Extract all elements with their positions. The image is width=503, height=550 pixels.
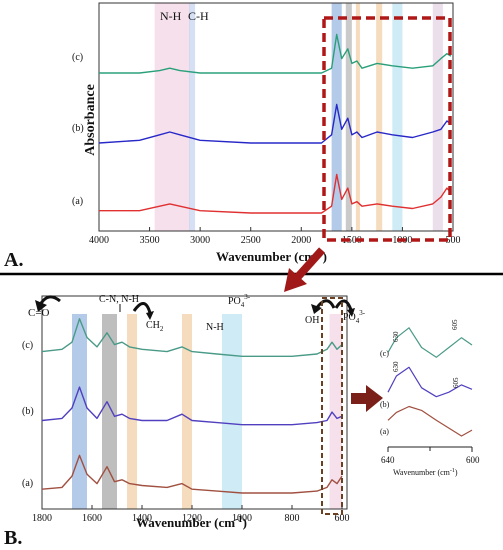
inset-trace-label-b: (b) bbox=[380, 400, 390, 409]
x-tick-label: 4000 bbox=[89, 235, 109, 246]
inset-trace-label-c: (c) bbox=[380, 349, 389, 358]
highlight-band-0 bbox=[72, 314, 87, 509]
panel-b-label: B. bbox=[4, 527, 22, 549]
inset-region-frame bbox=[321, 297, 343, 515]
curved-arrow-ch2 bbox=[132, 302, 152, 314]
inset-x-axis-label: Wavenumber (cm-1) bbox=[393, 468, 458, 477]
x-tick-label: 1500 bbox=[342, 235, 362, 246]
trace-label-c-b: (c) bbox=[22, 340, 33, 351]
x-tick-label: 600 bbox=[335, 513, 350, 524]
inset-series-line-b bbox=[387, 366, 473, 398]
zoom-region-frame bbox=[322, 16, 452, 242]
x-tick-label: 3500 bbox=[140, 235, 160, 246]
y-axis-label: Absorbance bbox=[83, 84, 98, 156]
series-line-c bbox=[41, 318, 343, 357]
x-tick-label: 2000 bbox=[291, 235, 311, 246]
trace-label-a-b: (a) bbox=[22, 478, 33, 489]
inset-chart: 640 600 Wavenumber (cm-1) (c) (b) (a) 63… bbox=[380, 319, 480, 477]
panel-b-frame bbox=[41, 295, 348, 510]
band-label-po4-b: PO43- bbox=[343, 309, 366, 325]
curved-arrow-po4 bbox=[334, 299, 353, 311]
highlight-band-4 bbox=[222, 314, 242, 509]
inset-peak-605-b: 605 bbox=[452, 377, 460, 388]
x-tick-label: 1000 bbox=[232, 513, 252, 524]
x-tick-label: 1600 bbox=[82, 513, 102, 524]
inset-peak-630-c: 630 bbox=[392, 331, 400, 342]
curved-arrows bbox=[38, 295, 353, 314]
trace-label-c: (c) bbox=[72, 52, 83, 63]
band-label-ch2: CH2 bbox=[146, 320, 164, 333]
highlight-band-0 bbox=[154, 3, 191, 231]
panel-a-frame bbox=[98, 2, 454, 232]
band-label-nh-b: N-H bbox=[206, 322, 224, 333]
inset-series-line-c bbox=[387, 327, 473, 358]
series-line-b bbox=[98, 103, 452, 144]
highlight-band-3 bbox=[182, 314, 192, 509]
series-line-b bbox=[41, 386, 343, 426]
x-tick-label: 800 bbox=[285, 513, 300, 524]
inset-peak-630-b: 630 bbox=[392, 361, 400, 372]
inset-xtick-600: 600 bbox=[466, 455, 480, 465]
highlight-band-1 bbox=[189, 3, 196, 231]
band-label-oh: OH bbox=[305, 315, 319, 326]
highlight-band-3 bbox=[345, 3, 352, 231]
zoom-arrow bbox=[284, 247, 325, 292]
inset-peak-605-c: 605 bbox=[451, 319, 459, 330]
band-label-po4: PO43- bbox=[228, 293, 251, 309]
x-tick-label: 1200 bbox=[182, 513, 202, 524]
series-line-a bbox=[99, 173, 452, 214]
panel-a-bands bbox=[154, 3, 443, 231]
trace-label-a: (a) bbox=[72, 196, 83, 207]
band-label-nh: N-H bbox=[160, 9, 182, 23]
trace-label-b-b: (b) bbox=[22, 406, 34, 417]
x-tick-label: 500 bbox=[446, 235, 461, 246]
panel-a-label: A. bbox=[4, 249, 23, 271]
inset-xtick-640: 640 bbox=[381, 455, 395, 465]
highlight-band-6 bbox=[392, 3, 403, 231]
series-line-a bbox=[41, 454, 343, 494]
x-axis-label-b: Wavenumber (cm-1) bbox=[136, 514, 247, 530]
panel-a: 4000 3500 3000 2500 2000 1500 1000 500 N-H C-H … bbox=[4, 2, 461, 271]
highlight-band-5 bbox=[329, 314, 342, 509]
band-label-ch: C-H bbox=[188, 9, 209, 23]
highlight-band-4 bbox=[355, 3, 360, 231]
highlight-band-1 bbox=[102, 314, 117, 509]
x-tick-label: 1400 bbox=[132, 513, 152, 524]
x-tick-label: 1800 bbox=[32, 513, 52, 524]
panel-b-bands bbox=[72, 314, 342, 509]
x-tick-label: 2500 bbox=[241, 235, 261, 246]
panel-a-x-ticks: 4000 3500 3000 2500 2000 1500 1000 500 bbox=[89, 227, 461, 246]
band-label-cn-nh: C-N, N-H bbox=[99, 294, 139, 305]
x-tick-label: 3000 bbox=[190, 235, 210, 246]
panel-b: 1800 1600 1400 1200 1000 800 600 C=O C-N, N-H … bbox=[4, 293, 383, 549]
series-line-c bbox=[99, 33, 452, 74]
inset-series-line-a bbox=[387, 405, 473, 437]
inset-trace-label-a: (a) bbox=[380, 427, 389, 436]
highlight-band-5 bbox=[376, 3, 383, 231]
highlight-band-7 bbox=[432, 3, 443, 231]
highlight-band-2 bbox=[331, 3, 342, 231]
inset-arrow bbox=[351, 385, 383, 412]
highlight-band-2 bbox=[127, 314, 137, 509]
arrow-heads bbox=[35, 300, 355, 320]
panel-b-traces bbox=[41, 318, 343, 494]
band-label-co: C=O bbox=[28, 307, 50, 319]
inset-traces bbox=[387, 327, 473, 437]
panel-a-traces bbox=[98, 33, 452, 214]
trace-label-b: (b) bbox=[72, 123, 84, 134]
